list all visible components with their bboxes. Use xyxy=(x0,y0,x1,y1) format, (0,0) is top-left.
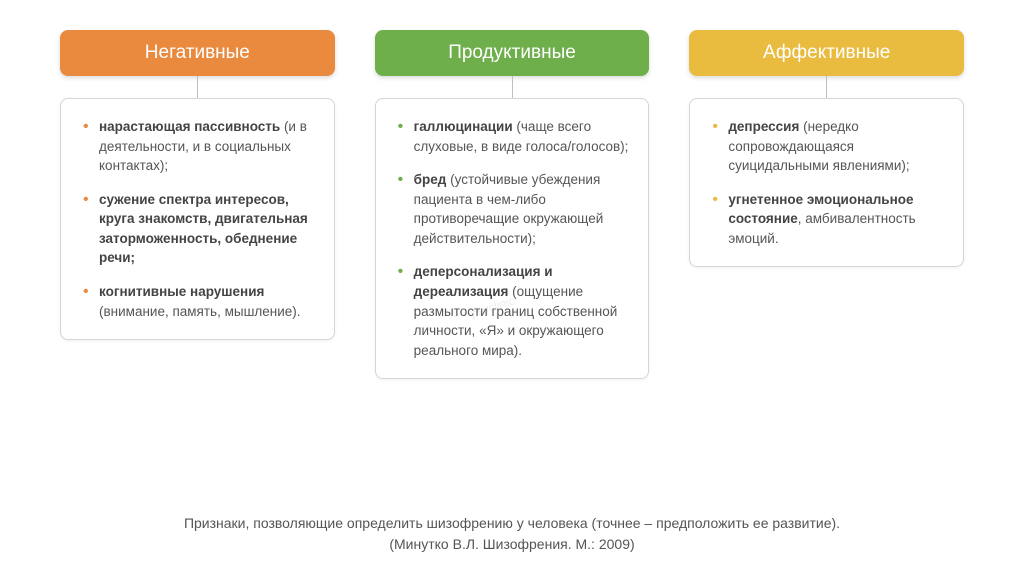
column-productive: Продуктивные галлюцинации (чаще всего сл… xyxy=(375,30,650,379)
list-affective: депрессия (нередко сопровождающаяся суиц… xyxy=(712,117,945,248)
caption: Признаки, позволяющие определить шизофре… xyxy=(0,513,1024,554)
list-item: галлюцинации (чаще всего слуховые, в вид… xyxy=(398,117,631,156)
caption-line1: Признаки, позволяющие определить шизофре… xyxy=(184,515,840,531)
connector xyxy=(826,76,827,98)
list-item: сужение спектра интересов, круга знакомс… xyxy=(83,190,316,268)
column-negative: Негативные нарастающая пассивность (и в … xyxy=(60,30,335,340)
list-item: деперсонализация и дереализация (ощущени… xyxy=(398,262,631,360)
caption-line2: (Минутко В.Л. Шизофрения. М.: 2009) xyxy=(389,536,634,552)
list-item: нарастающая пассивность (и в деятельност… xyxy=(83,117,316,176)
connector xyxy=(197,76,198,98)
content-affective: депрессия (нередко сопровождающаяся суиц… xyxy=(689,98,964,267)
columns-container: Негативные нарастающая пассивность (и в … xyxy=(60,30,964,379)
list-item: угнетенное эмоциональное состояние, амби… xyxy=(712,190,945,249)
header-negative: Негативные xyxy=(60,30,335,76)
connector xyxy=(512,76,513,98)
content-negative: нарастающая пассивность (и в деятельност… xyxy=(60,98,335,340)
list-item: бред (устойчивые убеждения пациента в че… xyxy=(398,170,631,248)
header-affective: Аффективные xyxy=(689,30,964,76)
column-affective: Аффективные депрессия (нередко сопровожд… xyxy=(689,30,964,267)
content-productive: галлюцинации (чаще всего слуховые, в вид… xyxy=(375,98,650,379)
header-productive: Продуктивные xyxy=(375,30,650,76)
list-item: когнитивные нарушения (внимание, память,… xyxy=(83,282,316,321)
list-productive: галлюцинации (чаще всего слуховые, в вид… xyxy=(398,117,631,360)
list-item: депрессия (нередко сопровождающаяся суиц… xyxy=(712,117,945,176)
list-negative: нарастающая пассивность (и в деятельност… xyxy=(83,117,316,321)
